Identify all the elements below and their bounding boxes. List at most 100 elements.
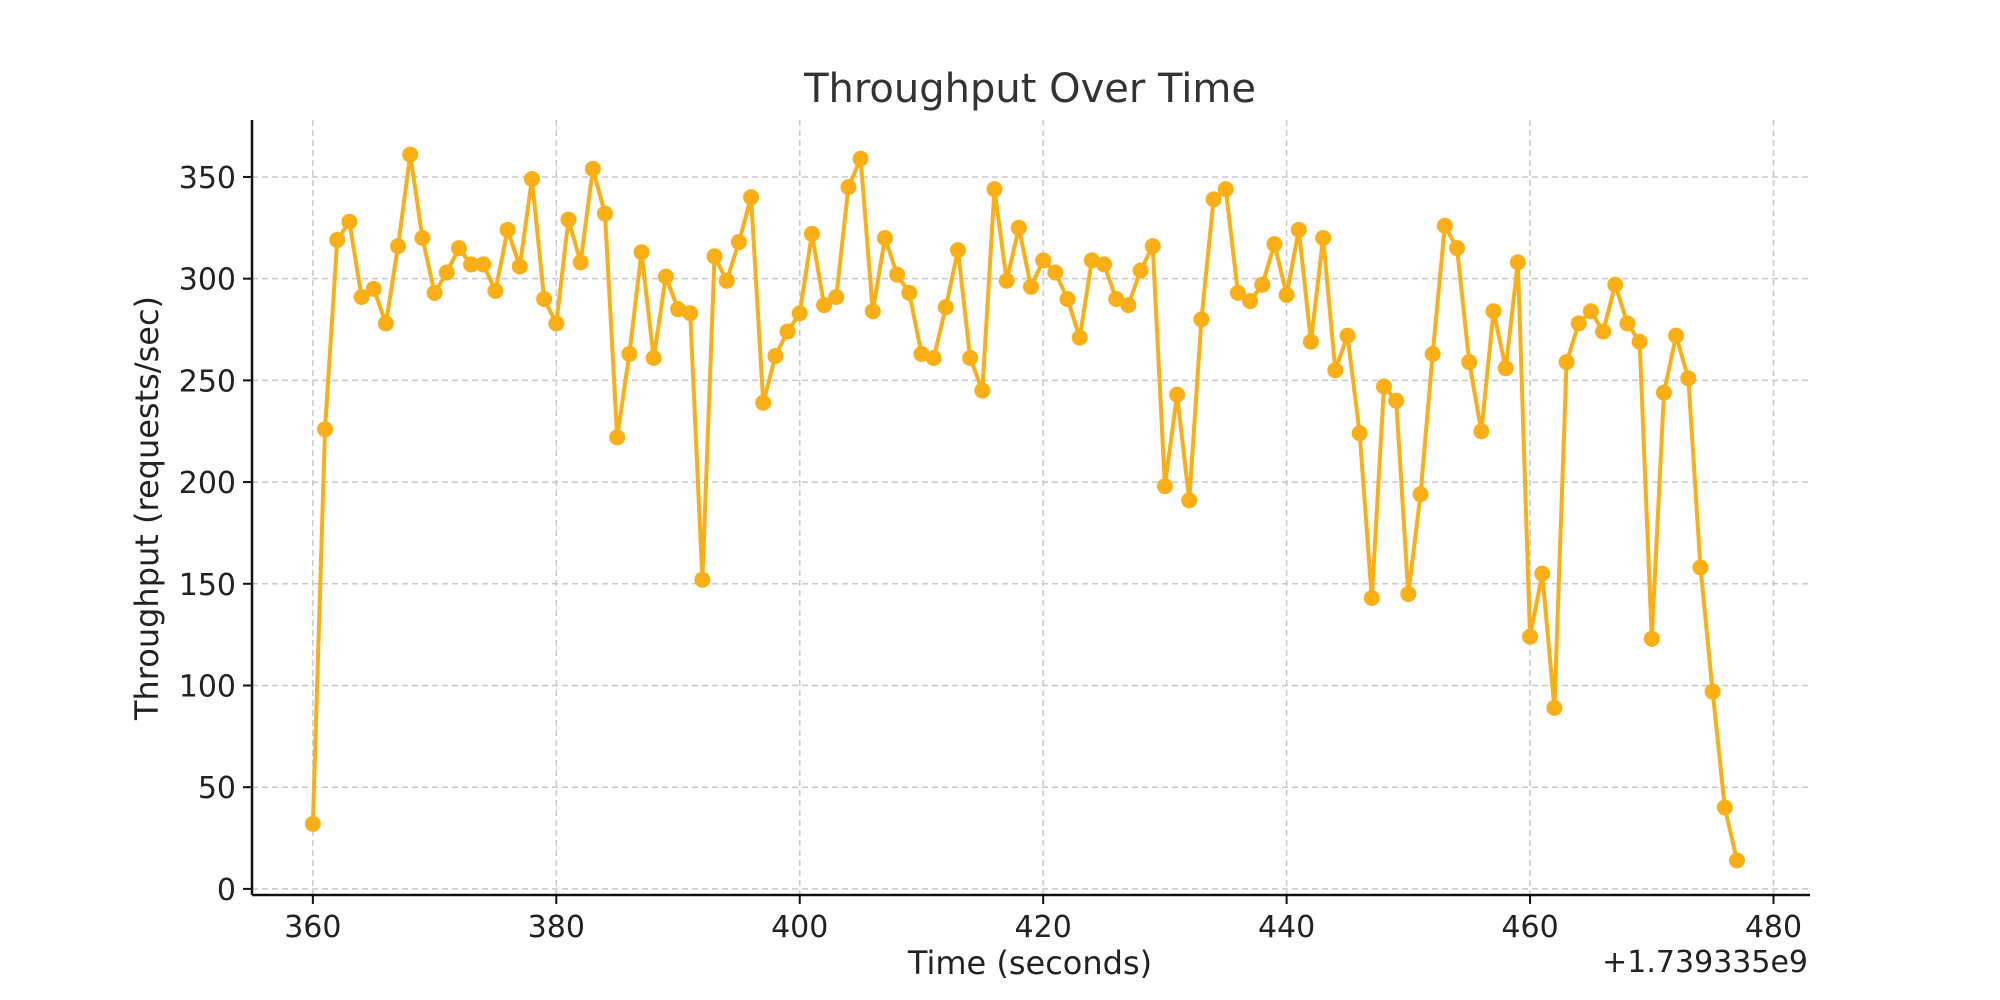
data-point bbox=[1449, 240, 1466, 257]
y-axis-ticks: 0 50 100 150 200 250 300 350 bbox=[179, 161, 252, 908]
data-point bbox=[718, 272, 735, 289]
y-tick-label: 50 bbox=[198, 771, 236, 806]
data-point bbox=[329, 232, 346, 249]
data-point bbox=[1217, 181, 1234, 198]
data-point bbox=[548, 315, 565, 332]
data-point bbox=[925, 349, 942, 366]
data-point bbox=[706, 248, 723, 265]
y-tick-label: 350 bbox=[179, 161, 236, 196]
data-point bbox=[889, 266, 906, 283]
data-point bbox=[816, 297, 833, 314]
data-point bbox=[1315, 229, 1332, 246]
data-point bbox=[414, 229, 431, 246]
data-point bbox=[1132, 262, 1149, 279]
data-point bbox=[523, 170, 540, 187]
data-point bbox=[463, 256, 480, 273]
data-point bbox=[864, 303, 881, 320]
data-point bbox=[730, 234, 747, 251]
series-line bbox=[310, 152, 1739, 863]
data-point bbox=[645, 349, 662, 366]
x-tick-label: 420 bbox=[1015, 910, 1072, 945]
axes: 360 380 400 420 440 460 480 0 50 100 150 200 250 300… bbox=[179, 120, 1810, 945]
data-point bbox=[1339, 327, 1356, 344]
data-point bbox=[1704, 683, 1721, 700]
data-point bbox=[1290, 221, 1307, 238]
data-point bbox=[1351, 425, 1368, 442]
data-point bbox=[1108, 291, 1125, 307]
data-point bbox=[828, 288, 845, 305]
data-point bbox=[1229, 284, 1246, 301]
data-point bbox=[390, 238, 407, 255]
data-point bbox=[402, 146, 419, 163]
data-point bbox=[1254, 276, 1271, 293]
data-point bbox=[1083, 252, 1100, 269]
data-point bbox=[1071, 329, 1088, 346]
data-point bbox=[767, 347, 784, 364]
data-point bbox=[1193, 311, 1210, 328]
data-point bbox=[1716, 799, 1733, 816]
x-tick-label: 360 bbox=[284, 910, 341, 945]
data-point bbox=[1497, 360, 1514, 377]
x-tick-label: 400 bbox=[771, 910, 828, 945]
data-point bbox=[803, 225, 820, 242]
y-tick-label: 300 bbox=[179, 263, 236, 298]
data-point bbox=[426, 284, 443, 301]
x-tick-label: 480 bbox=[1745, 910, 1802, 945]
data-point bbox=[1546, 699, 1563, 716]
data-point bbox=[511, 258, 528, 275]
data-point bbox=[1522, 628, 1539, 645]
data-point bbox=[365, 280, 382, 297]
data-point bbox=[1363, 590, 1380, 607]
data-point bbox=[584, 160, 601, 177]
data-point bbox=[438, 264, 455, 281]
y-axis-label: Throughput (requests/sec) bbox=[128, 296, 166, 721]
data-point bbox=[913, 345, 930, 362]
data-point bbox=[670, 301, 687, 318]
data-point bbox=[1485, 303, 1502, 320]
data-point bbox=[621, 345, 638, 362]
y-tick-label: 0 bbox=[217, 873, 236, 908]
data-point bbox=[1728, 852, 1745, 869]
data-point bbox=[1096, 256, 1113, 273]
data-point bbox=[962, 349, 979, 366]
data-point bbox=[1631, 333, 1648, 350]
data-point bbox=[536, 291, 553, 307]
data-point bbox=[1266, 236, 1283, 253]
data-point bbox=[1120, 297, 1137, 314]
data-point bbox=[1375, 378, 1392, 395]
data-point bbox=[596, 205, 613, 222]
data-point bbox=[1035, 252, 1052, 269]
data-point bbox=[755, 394, 772, 411]
data-point bbox=[1302, 333, 1319, 350]
data-point bbox=[353, 288, 370, 305]
data-point bbox=[1473, 423, 1490, 440]
data-point bbox=[1388, 392, 1405, 409]
data-point bbox=[1655, 384, 1672, 401]
data-point bbox=[1595, 323, 1612, 340]
x-axis-offset-label: +1.739335e9 bbox=[1602, 945, 1808, 980]
data-point bbox=[1169, 386, 1186, 403]
data-point bbox=[937, 299, 954, 316]
data-point bbox=[1558, 354, 1575, 371]
y-tick-label: 150 bbox=[179, 568, 236, 603]
data-point bbox=[1436, 217, 1453, 234]
data-point bbox=[1400, 585, 1417, 602]
data-point bbox=[694, 571, 711, 588]
data-point bbox=[1059, 291, 1076, 307]
data-point bbox=[901, 284, 918, 301]
data-point bbox=[1680, 370, 1697, 387]
data-point bbox=[341, 213, 358, 230]
data-point bbox=[1619, 315, 1636, 332]
data-point bbox=[1278, 286, 1295, 303]
data-point bbox=[317, 421, 334, 438]
data-point bbox=[1534, 565, 1551, 582]
data-point bbox=[1509, 254, 1526, 271]
x-axis-ticks: 360 380 400 420 440 460 480 bbox=[284, 895, 1802, 945]
data-point bbox=[1412, 486, 1429, 503]
data-point bbox=[487, 282, 504, 299]
data-point bbox=[1570, 315, 1587, 332]
data-point bbox=[1327, 362, 1344, 379]
data-point bbox=[609, 429, 626, 446]
data-point bbox=[986, 181, 1003, 198]
